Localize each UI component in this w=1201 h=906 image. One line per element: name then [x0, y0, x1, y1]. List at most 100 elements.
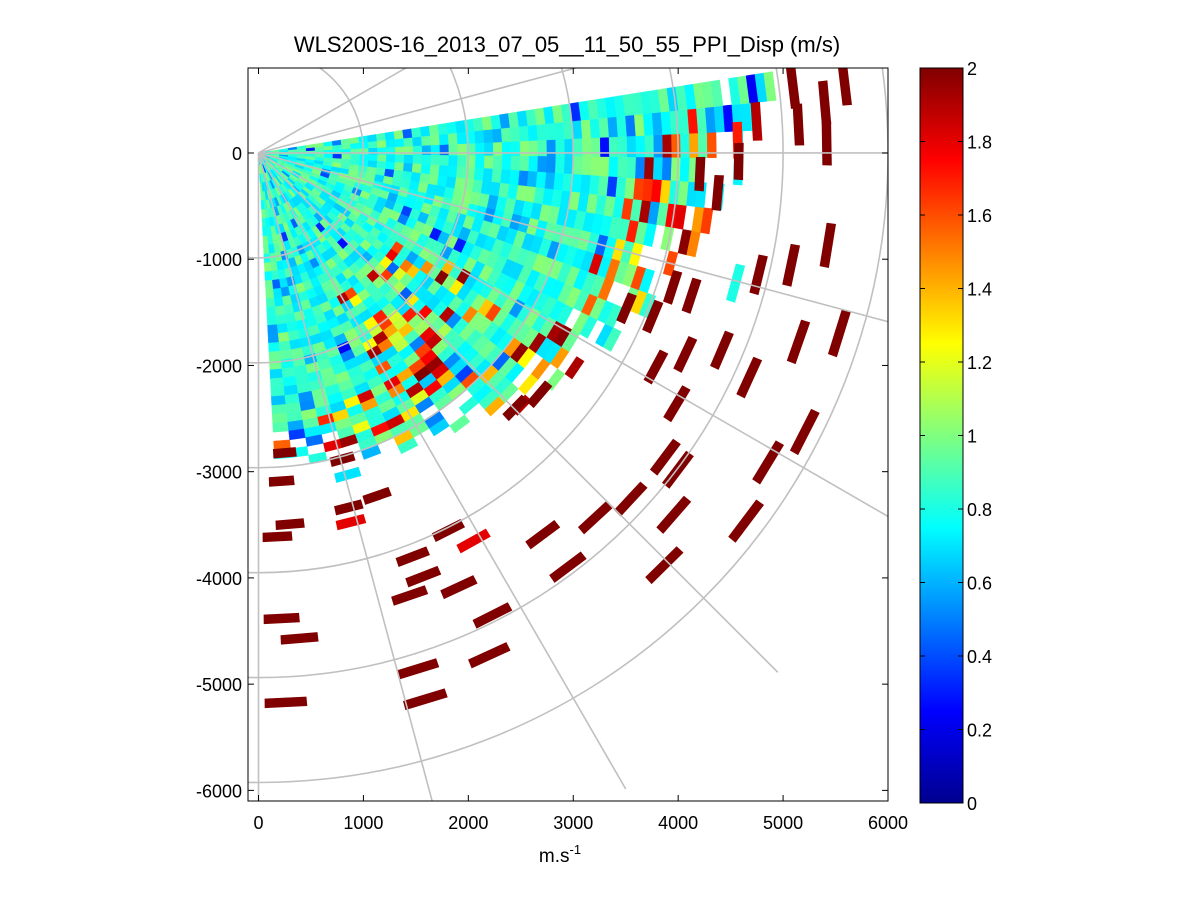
highlight-cell — [681, 277, 702, 314]
highlight-cell — [456, 528, 491, 554]
highlight-cell — [642, 299, 664, 334]
highlight-cell — [362, 486, 392, 505]
scan-cell — [763, 71, 777, 102]
scan-cell — [428, 124, 440, 136]
scan-cell — [267, 324, 279, 335]
scan-cell — [288, 428, 306, 441]
scan-cell — [535, 171, 547, 189]
scan-cell — [555, 155, 566, 174]
scan-cell — [456, 165, 467, 179]
scan-cell — [438, 164, 449, 177]
scan-cell — [421, 135, 432, 146]
scan-cell — [616, 115, 628, 137]
scan-cell — [625, 114, 637, 137]
scan-cell — [509, 169, 520, 186]
highlight-cell — [335, 513, 367, 531]
scan-cell — [447, 132, 458, 145]
scan-cell — [546, 155, 557, 173]
x-tick-label: 1000 — [343, 813, 383, 833]
y-tick-label: 0 — [232, 144, 242, 164]
scan-cell — [642, 112, 654, 136]
chart-title: WLS200S-16_2013_07_05__11_50_55_PPI_Disp… — [294, 32, 840, 57]
scan-cell — [607, 116, 619, 138]
highlight-cell — [819, 222, 837, 269]
scan-cell — [482, 167, 494, 182]
colorbar-tick-label: 0.4 — [967, 647, 992, 667]
scan-cell — [436, 174, 448, 187]
scan-cell — [518, 170, 529, 187]
scan-cell — [680, 133, 690, 158]
scan-cell — [376, 139, 387, 148]
highlight-cell — [405, 565, 442, 588]
scan-cell — [544, 171, 556, 190]
scan-cell — [455, 120, 466, 134]
scan-cell — [474, 155, 485, 169]
highlight-cell — [792, 103, 805, 146]
scan-cell — [403, 162, 414, 173]
scan-cell — [510, 155, 521, 171]
scan-cell — [589, 118, 601, 139]
highlight-cell — [786, 319, 811, 365]
highlight-cell — [549, 551, 587, 583]
scan-cell — [412, 154, 423, 165]
scan-cell — [429, 134, 441, 146]
scan-cell — [266, 315, 278, 326]
colorbar-tick-label: 0 — [967, 794, 977, 814]
scan-cell — [457, 154, 467, 168]
scan-cell — [518, 125, 530, 142]
highlight-cell — [656, 495, 692, 534]
scan-cell — [580, 119, 592, 139]
scan-cell — [602, 327, 622, 352]
highlight-cell — [502, 394, 529, 422]
highlight-cell — [440, 575, 478, 600]
scan-cell — [403, 154, 414, 164]
scan-cell — [449, 414, 471, 434]
highlight-cell — [726, 263, 746, 303]
colorbar-tick-label: 0.6 — [967, 574, 992, 594]
scan-cell — [671, 133, 681, 158]
scan-cell — [428, 173, 439, 186]
colorbar-tick-label: 0.8 — [967, 500, 992, 520]
scan-cell — [403, 137, 414, 147]
highlight-cell — [262, 531, 293, 543]
highlight-cell — [694, 156, 706, 192]
x-axis-label-superscript: -1 — [570, 842, 582, 857]
scan-cell — [267, 333, 280, 344]
scan-cell — [590, 156, 601, 176]
scan-cell — [554, 121, 565, 140]
highlight-cell — [711, 174, 724, 212]
scan-cell — [421, 154, 432, 165]
highlight-cell — [472, 602, 513, 629]
x-tick-label: 6000 — [868, 813, 908, 833]
x-tick-label: 2000 — [448, 813, 488, 833]
scan-cell — [268, 350, 282, 362]
scan-cell — [638, 268, 655, 294]
highlight-cell — [275, 518, 305, 531]
scan-cell — [366, 166, 377, 175]
colorbar-tick-label: 2 — [967, 59, 977, 79]
scan-cell — [271, 404, 287, 415]
highlight-cell — [645, 546, 684, 585]
highlight-cell — [821, 121, 832, 166]
scan-cell — [661, 157, 673, 181]
scan-cell — [608, 156, 619, 178]
y-tick-label: -5000 — [196, 675, 242, 695]
scan-cell — [394, 138, 405, 147]
highlight-cell — [268, 475, 295, 487]
x-axis-label: m.s-1 — [539, 842, 581, 867]
grid-spoke — [258, 152, 888, 518]
highlight-cell — [396, 658, 440, 680]
scan-cell — [652, 156, 664, 181]
scan-cell — [527, 124, 539, 141]
scan-cell — [368, 153, 378, 162]
scan-cell — [564, 356, 585, 380]
x-tick-label: 4000 — [658, 813, 698, 833]
highlight-cell — [614, 481, 648, 517]
colorbar-gradient — [920, 68, 963, 803]
scan-cell — [385, 138, 396, 148]
scan-cell — [446, 121, 458, 134]
y-tick-label: -4000 — [196, 569, 242, 589]
scan-cell — [367, 160, 378, 168]
scan-cell — [430, 154, 441, 166]
